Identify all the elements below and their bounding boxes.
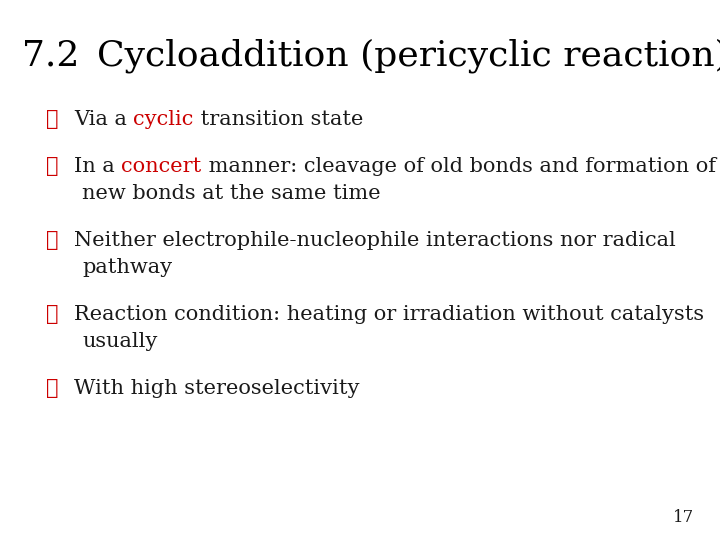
- Text: cyclic: cyclic: [133, 110, 194, 129]
- Text: new bonds at the same time: new bonds at the same time: [82, 184, 381, 203]
- Text: Reaction condition: heating or irradiation without catalysts: Reaction condition: heating or irradiati…: [74, 305, 704, 324]
- Text: manner: cleavage of old bonds and formation of: manner: cleavage of old bonds and format…: [202, 157, 716, 176]
- Text: 7.2: 7.2: [22, 38, 79, 72]
- Text: With high stereoselectivity: With high stereoselectivity: [74, 379, 359, 398]
- Text: Neither electrophile-nucleophile interactions nor radical: Neither electrophile-nucleophile interac…: [74, 231, 676, 250]
- Text: ➤: ➤: [46, 305, 58, 324]
- Text: ➤: ➤: [46, 110, 58, 129]
- Text: pathway: pathway: [82, 258, 172, 277]
- Text: In a: In a: [74, 157, 122, 176]
- Text: concert: concert: [122, 157, 202, 176]
- Text: transition state: transition state: [194, 110, 364, 129]
- Text: ➤: ➤: [46, 379, 58, 398]
- Text: usually: usually: [82, 332, 158, 351]
- Text: ➤: ➤: [46, 231, 58, 250]
- Text: Cycloaddition (pericyclic reaction): Cycloaddition (pericyclic reaction): [97, 38, 720, 72]
- Text: Via a: Via a: [74, 110, 133, 129]
- Text: 17: 17: [672, 509, 694, 526]
- Text: ➤: ➤: [46, 157, 58, 176]
